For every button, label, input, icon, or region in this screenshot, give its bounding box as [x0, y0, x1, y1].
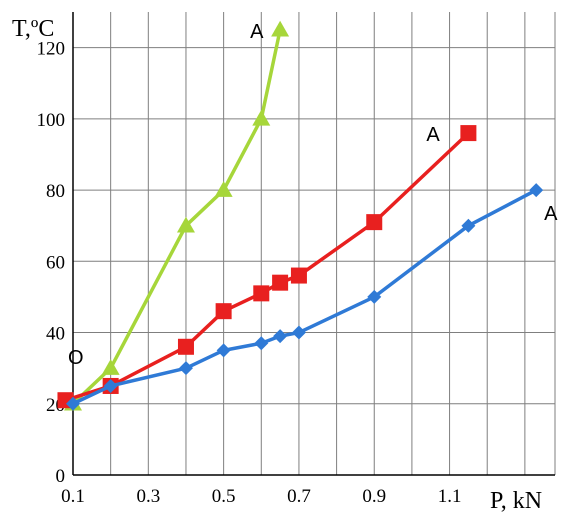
annotation-label: A	[250, 21, 264, 43]
x-tick-label: 1.1	[438, 486, 462, 507]
data-point-diamond	[254, 336, 268, 350]
y-tick-label: 40	[46, 324, 65, 345]
grid	[73, 12, 555, 475]
annotation-label: A	[426, 124, 440, 146]
axes	[73, 12, 555, 475]
y-tick-label: 0	[56, 466, 66, 487]
data-point-triangle	[252, 110, 270, 126]
data-point-square	[216, 303, 232, 319]
x-tick-label: 0.7	[287, 486, 311, 507]
y-tick-label: 80	[46, 181, 65, 202]
data-point-diamond	[179, 361, 193, 375]
data-point-triangle	[102, 359, 120, 375]
data-point-square	[253, 285, 269, 301]
data-point-diamond	[529, 183, 543, 197]
data-point-diamond	[217, 343, 231, 357]
y-axis-title: T,ºC	[12, 16, 54, 42]
y-tick-label: 60	[46, 252, 65, 273]
x-tick-label: 0.3	[136, 486, 160, 507]
data-point-square	[460, 125, 476, 141]
annotation-label: A	[544, 203, 558, 225]
data-point-square	[178, 339, 194, 355]
series-layer	[57, 21, 543, 411]
data-point-square	[291, 268, 307, 284]
data-point-diamond	[273, 329, 287, 343]
data-point-square	[366, 214, 382, 230]
data-point-square	[272, 275, 288, 291]
series-line	[73, 30, 280, 404]
data-point-triangle	[215, 181, 233, 197]
series-line	[65, 133, 468, 400]
x-tick-label: 0.5	[212, 486, 236, 507]
series-diamond	[66, 183, 543, 411]
annotation-label: O	[68, 347, 84, 369]
x-tick-label: 0.1	[61, 486, 85, 507]
annotations: A A A O	[68, 21, 558, 369]
x-tick-label: 0.9	[362, 486, 386, 507]
data-point-triangle	[271, 21, 289, 37]
x-axis-title: P, kN	[490, 488, 542, 514]
y-tick-label: 100	[37, 110, 66, 131]
data-point-diamond	[292, 326, 306, 340]
